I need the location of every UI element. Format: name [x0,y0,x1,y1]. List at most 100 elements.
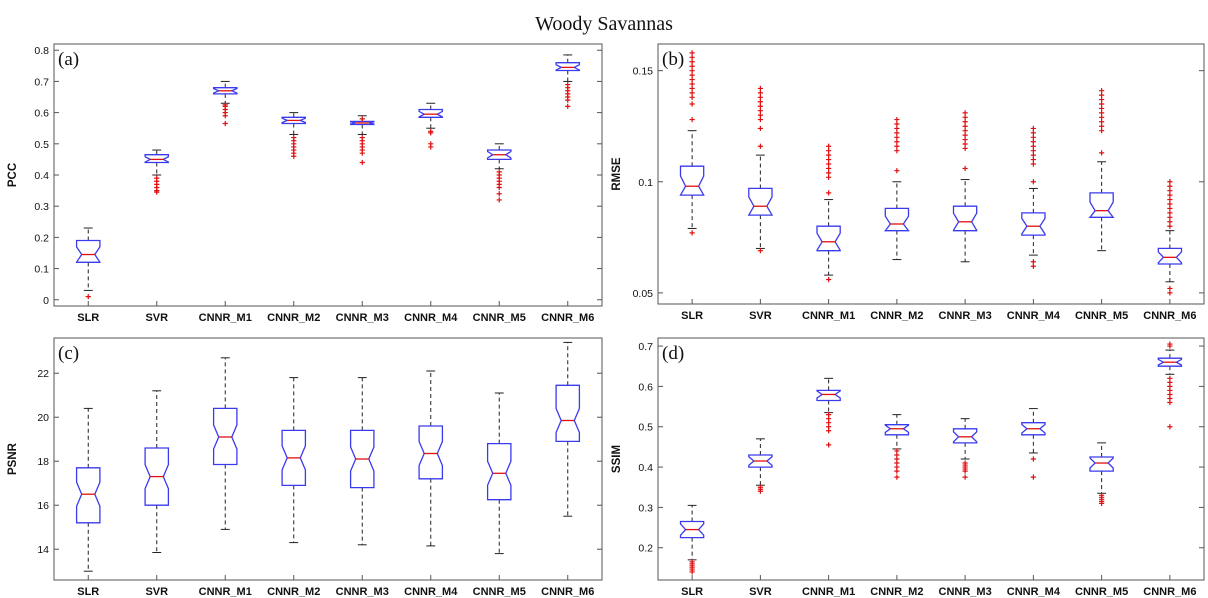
outlier-point [689,68,695,74]
box-body [212,407,238,466]
x-tick-label: SLR [681,310,703,322]
box-cnnr-m5 [486,392,512,555]
outlier-point [1030,161,1036,167]
outlier-point [689,101,695,107]
outlier-point [962,132,968,138]
outlier-point [689,90,695,96]
outlier-point [826,148,832,154]
outlier-point [689,72,695,78]
outlier-point [1099,88,1105,94]
box-body [486,149,512,161]
box-svr [144,390,170,553]
x-tick-label: SVR [749,586,772,598]
outlier-point [1030,134,1036,140]
outlier-point [962,110,968,116]
x-tick-label: CNNR_M1 [802,586,855,598]
y-axis-label: SSIM [611,445,623,473]
outlier-point [826,174,832,180]
outlier-point [1099,128,1105,134]
panel-label: (b) [662,49,684,70]
outlier-point [1099,500,1105,506]
y-tick-label: 20 [37,412,49,424]
y-tick-label: 0.8 [34,45,49,57]
box-cnnr-m4 [418,370,444,547]
box-cnnr-m5 [1088,88,1115,252]
x-tick-label: CNNR_M3 [939,310,992,322]
box-body [555,384,581,443]
axes-frame [53,43,603,307]
x-tick-label: CNNR_M2 [870,310,923,322]
outlier-point [1167,214,1173,220]
outlier-point [826,143,832,149]
x-tick-label: CNNR_M2 [870,586,923,598]
y-tick-label: 0.5 [34,139,49,151]
outlier-point [1167,341,1173,347]
outlier-point [496,184,502,191]
y-tick-label: 0.7 [34,76,49,88]
outlier-point [757,488,763,494]
outlier-point [565,103,571,109]
y-tick-label: 0.6 [34,108,49,120]
x-tick-label: CNNR_M6 [541,586,594,598]
outlier-point [757,103,763,109]
box-svr [748,438,773,494]
outlier-point [894,130,900,136]
y-tick-label: 0 [43,295,49,307]
outlier-point [962,468,968,474]
outlier-point [689,569,695,575]
x-tick-label: SVR [145,312,168,324]
box-body [349,120,375,126]
y-tick-label: 0.2 [34,232,49,244]
x-tick-label: CNNR_M1 [199,586,252,598]
x-tick-label: CNNR_M6 [1143,310,1196,322]
outlier-point [894,468,900,474]
y-tick-label: 0.05 [633,288,654,300]
box-cnnr-m1 [816,377,841,448]
outlier-point [291,153,297,159]
y-tick-label: 0.4 [34,170,49,182]
x-tick-label: CNNR_M4 [1007,310,1061,322]
x-tick-label: CNNR_M5 [1075,586,1128,598]
box-body [212,87,238,95]
x-tick-label: CNNR_M3 [939,586,992,598]
outlier-point [826,156,832,163]
outlier-point [1167,192,1173,198]
box-cnnr-m1 [816,143,841,283]
y-tick-label: 0.5 [638,422,653,434]
outlier-point [894,139,900,145]
outlier-point [1030,130,1036,136]
outlier-point [154,189,160,195]
y-tick-label: 0.3 [34,201,49,213]
box-cnnr-m3 [952,110,978,263]
outlier-point [1167,399,1173,406]
outlier-point [826,442,832,448]
outlier-point [1030,139,1036,145]
outlier-point [1099,123,1105,129]
box-cnnr-m6 [555,54,581,109]
x-tick-label: SLR [681,586,703,598]
outlier-point [826,276,832,283]
outlier-point [689,50,695,56]
box-slr [75,227,101,300]
box-slr [75,407,101,572]
outlier-point [1167,183,1173,189]
outlier-point [1099,92,1105,98]
outlier-point [1030,474,1036,480]
outlier-point [757,94,763,100]
outlier-point [757,112,763,118]
outlier-point [689,94,695,100]
outlier-point [1030,148,1036,154]
box-body [486,442,512,501]
outlier-point [757,143,763,149]
outlier-point [1167,223,1173,229]
outlier-point [1167,210,1173,216]
outlier-point [496,191,502,197]
outlier-point [894,125,900,132]
box-body [1157,357,1183,367]
outlier-point [962,145,968,152]
x-tick-label: CNNR_M3 [336,312,389,324]
outlier-point [359,116,365,122]
outlier-point [757,99,763,105]
outlier-point [962,128,968,134]
